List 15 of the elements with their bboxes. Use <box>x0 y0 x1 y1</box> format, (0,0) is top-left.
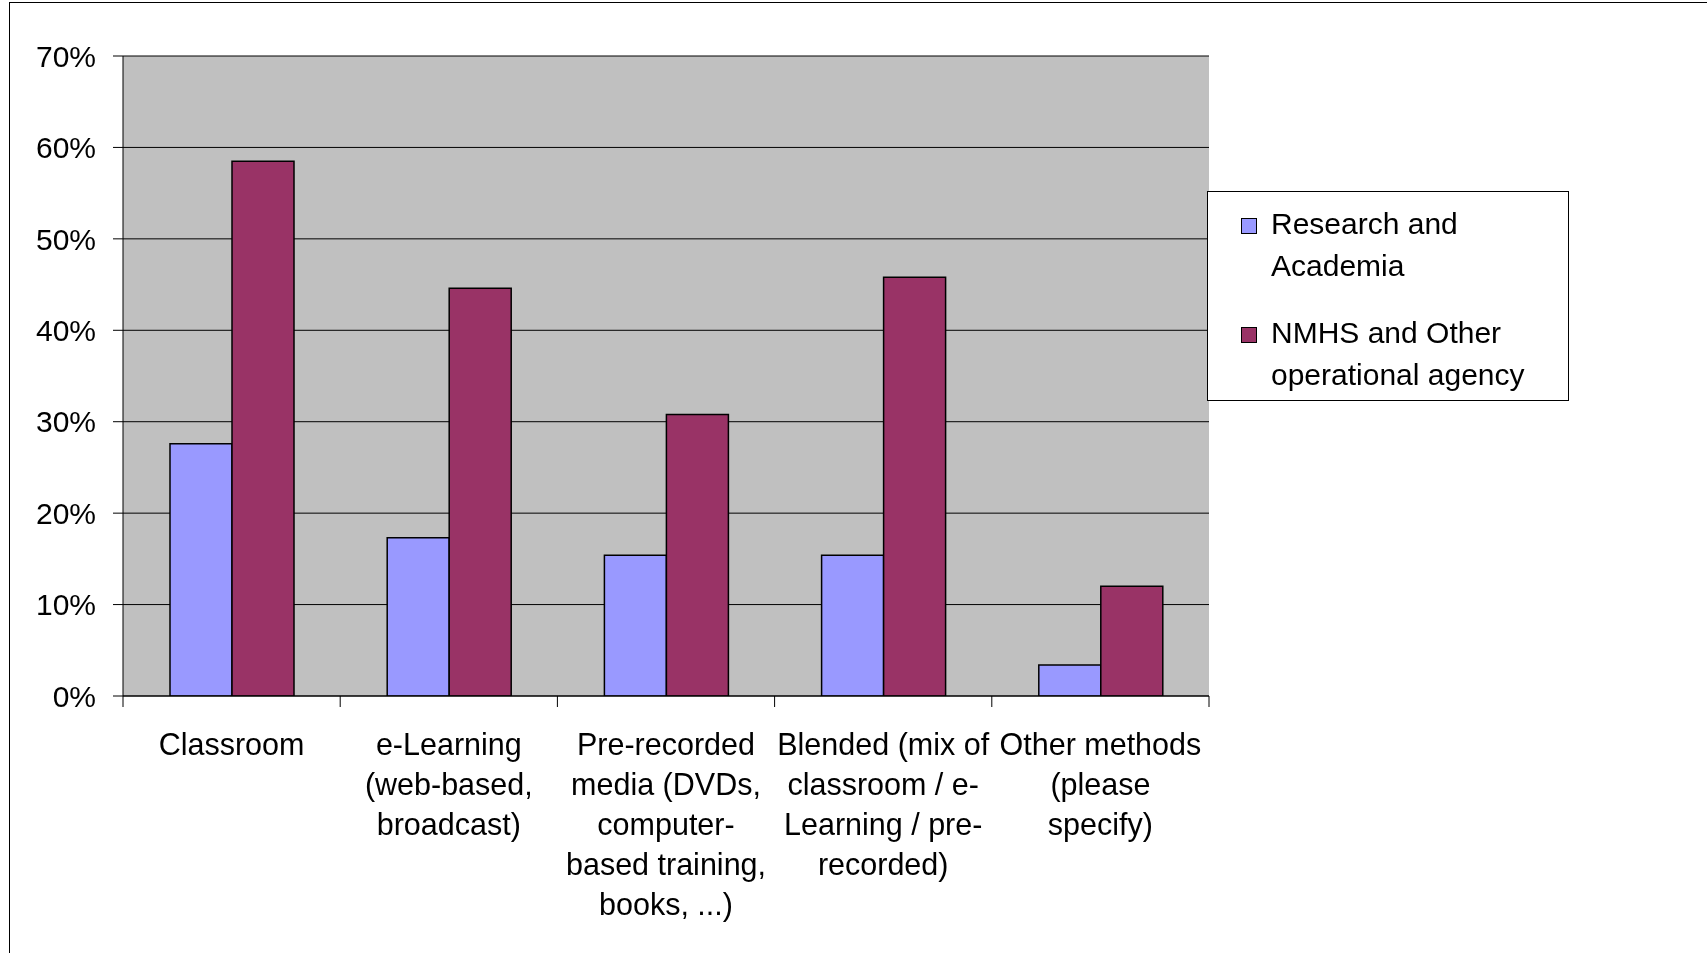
y-tick-label: 60% <box>35 131 96 165</box>
y-tick-label: 20% <box>35 496 96 530</box>
x-tick-label: Other methods (please specify) <box>999 727 1202 842</box>
y-tick-label: 70% <box>35 39 96 73</box>
x-tick-label: Classroom <box>158 727 305 761</box>
y-tick-label: 40% <box>35 313 96 347</box>
x-tick-label: e-Learning (web-based, broadcast) <box>364 727 533 842</box>
y-tick-label: 10% <box>35 588 96 622</box>
x-tick-label: Blended (mix of classroom / e-Learning / pre-recorded) <box>777 727 990 882</box>
y-tick-label: 0% <box>52 679 96 713</box>
y-tick-label: 30% <box>35 405 96 439</box>
y-tick-label: 50% <box>35 222 96 256</box>
x-tick-label: Pre-recorded media (DVDs, computer-based training, books, ...) <box>565 727 767 922</box>
legend-label: NMHS and Other operational agency <box>1271 315 1526 393</box>
legend-label: Research and Academia <box>1271 206 1459 284</box>
